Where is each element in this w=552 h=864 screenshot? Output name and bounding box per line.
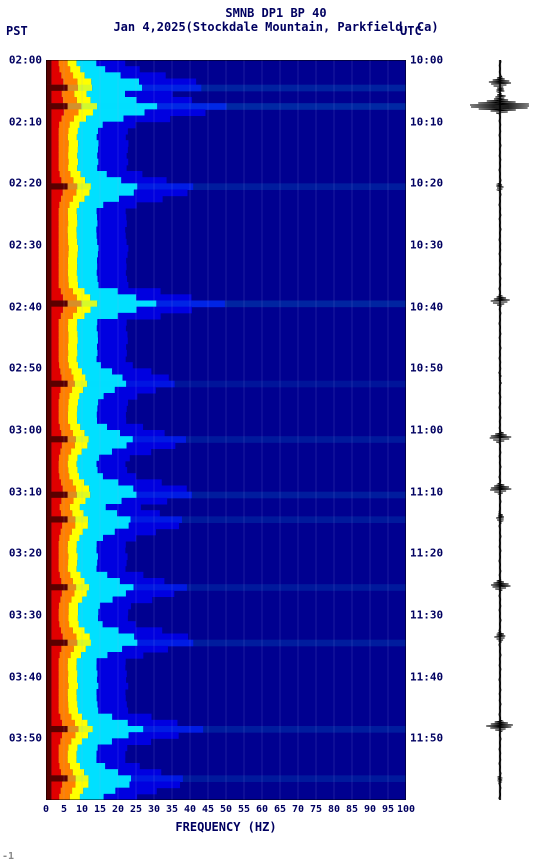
x-tick: 30 [148, 804, 160, 815]
x-tick: 5 [61, 804, 67, 815]
y-left-tick: 03:40 [9, 670, 42, 683]
corner-mark: -1 [2, 851, 14, 862]
x-tick: 55 [238, 804, 250, 815]
y-left-tick: 02:40 [9, 300, 42, 313]
x-tick: 40 [184, 804, 196, 815]
timezone-right-label: UTC [400, 24, 422, 38]
y-left-tick: 02:10 [9, 115, 42, 128]
y-right-tick: 10:20 [410, 177, 443, 190]
y-right-tick: 10:00 [410, 54, 443, 67]
x-tick: 10 [76, 804, 88, 815]
y-left-tick: 02:00 [9, 54, 42, 67]
x-tick: 15 [94, 804, 106, 815]
y-right-tick: 11:30 [410, 609, 443, 622]
seismogram-strip [470, 60, 530, 800]
x-axis: 0510152025303540455055606570758085909510… [46, 800, 406, 840]
y-left-tick: 02:20 [9, 177, 42, 190]
chart-title: SMNB DP1 BP 40 [0, 6, 552, 20]
y-right-tick: 11:00 [410, 424, 443, 437]
y-right-tick: 11:10 [410, 485, 443, 498]
y-right-tick: 11:50 [410, 732, 443, 745]
y-axis-left: 02:0002:1002:2002:3002:4002:5003:0003:10… [0, 60, 44, 800]
x-tick: 70 [292, 804, 304, 815]
x-tick: 50 [220, 804, 232, 815]
y-right-tick: 10:40 [410, 300, 443, 313]
x-tick: 100 [397, 804, 415, 815]
x-tick: 75 [310, 804, 322, 815]
y-right-tick: 11:20 [410, 547, 443, 560]
y-axis-right: 10:0010:1010:2010:3010:4010:5011:0011:10… [408, 60, 452, 800]
x-tick: 85 [346, 804, 358, 815]
y-right-tick: 11:40 [410, 670, 443, 683]
x-tick: 45 [202, 804, 214, 815]
x-tick: 80 [328, 804, 340, 815]
x-tick: 20 [112, 804, 124, 815]
y-left-tick: 03:00 [9, 424, 42, 437]
y-left-tick: 02:30 [9, 239, 42, 252]
x-tick: 65 [274, 804, 286, 815]
x-tick: 35 [166, 804, 178, 815]
y-left-tick: 03:20 [9, 547, 42, 560]
x-axis-label: FREQUENCY (HZ) [46, 820, 406, 834]
y-left-tick: 03:10 [9, 485, 42, 498]
x-tick: 95 [382, 804, 394, 815]
y-left-tick: 03:50 [9, 732, 42, 745]
y-left-tick: 03:30 [9, 609, 42, 622]
y-left-tick: 02:50 [9, 362, 42, 375]
x-tick: 60 [256, 804, 268, 815]
y-right-tick: 10:30 [410, 239, 443, 252]
y-right-tick: 10:10 [410, 115, 443, 128]
spectrogram-plot [46, 60, 406, 800]
timezone-left-label: PST [6, 24, 28, 38]
x-tick: 25 [130, 804, 142, 815]
x-tick: 90 [364, 804, 376, 815]
y-right-tick: 10:50 [410, 362, 443, 375]
chart-subtitle: Jan 4,2025(Stockdale Mountain, Parkfield… [0, 20, 552, 34]
x-tick: 0 [43, 804, 49, 815]
